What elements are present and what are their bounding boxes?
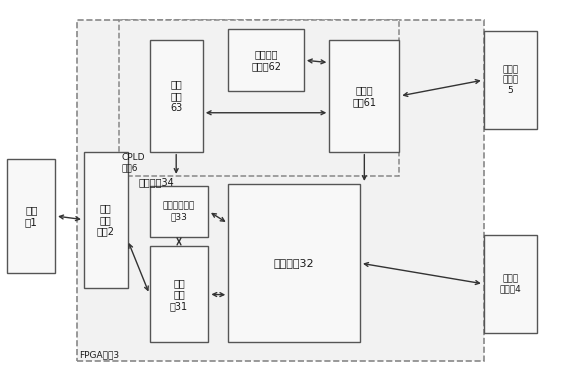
Bar (7, 159, 55, 273)
Bar (228, 29, 304, 91)
Bar (77, 20, 484, 361)
Text: 配置模块34: 配置模块34 (138, 178, 174, 188)
Text: 外部缓
存模块4: 外部缓 存模块4 (499, 274, 521, 294)
Text: 加载
模块
63: 加载 模块 63 (170, 80, 182, 113)
Bar (228, 184, 360, 343)
Bar (329, 40, 399, 152)
Bar (150, 40, 203, 152)
Bar (150, 186, 208, 237)
Text: 软核处理
器模块62: 软核处理 器模块62 (251, 49, 281, 71)
Text: 软核处理器模
块33: 软核处理器模 块33 (163, 202, 195, 221)
Bar (484, 31, 537, 129)
Bar (150, 246, 208, 343)
Text: FPGA模块3: FPGA模块3 (79, 351, 119, 359)
Text: 控制模块32: 控制模块32 (274, 258, 315, 268)
Text: 外部存
储模块
5: 外部存 储模块 5 (502, 65, 519, 95)
Text: 协议
栈模
块31: 协议 栈模 块31 (170, 278, 188, 311)
Text: CPLD
模块6: CPLD 模块6 (122, 153, 145, 172)
Text: 上位
机1: 上位 机1 (25, 205, 38, 227)
Text: 接口
收发
模块2: 接口 收发 模块2 (97, 203, 115, 236)
Text: 存储控
制块61: 存储控 制块61 (352, 85, 376, 107)
Bar (484, 235, 537, 333)
Bar (119, 20, 399, 176)
Bar (84, 152, 128, 288)
